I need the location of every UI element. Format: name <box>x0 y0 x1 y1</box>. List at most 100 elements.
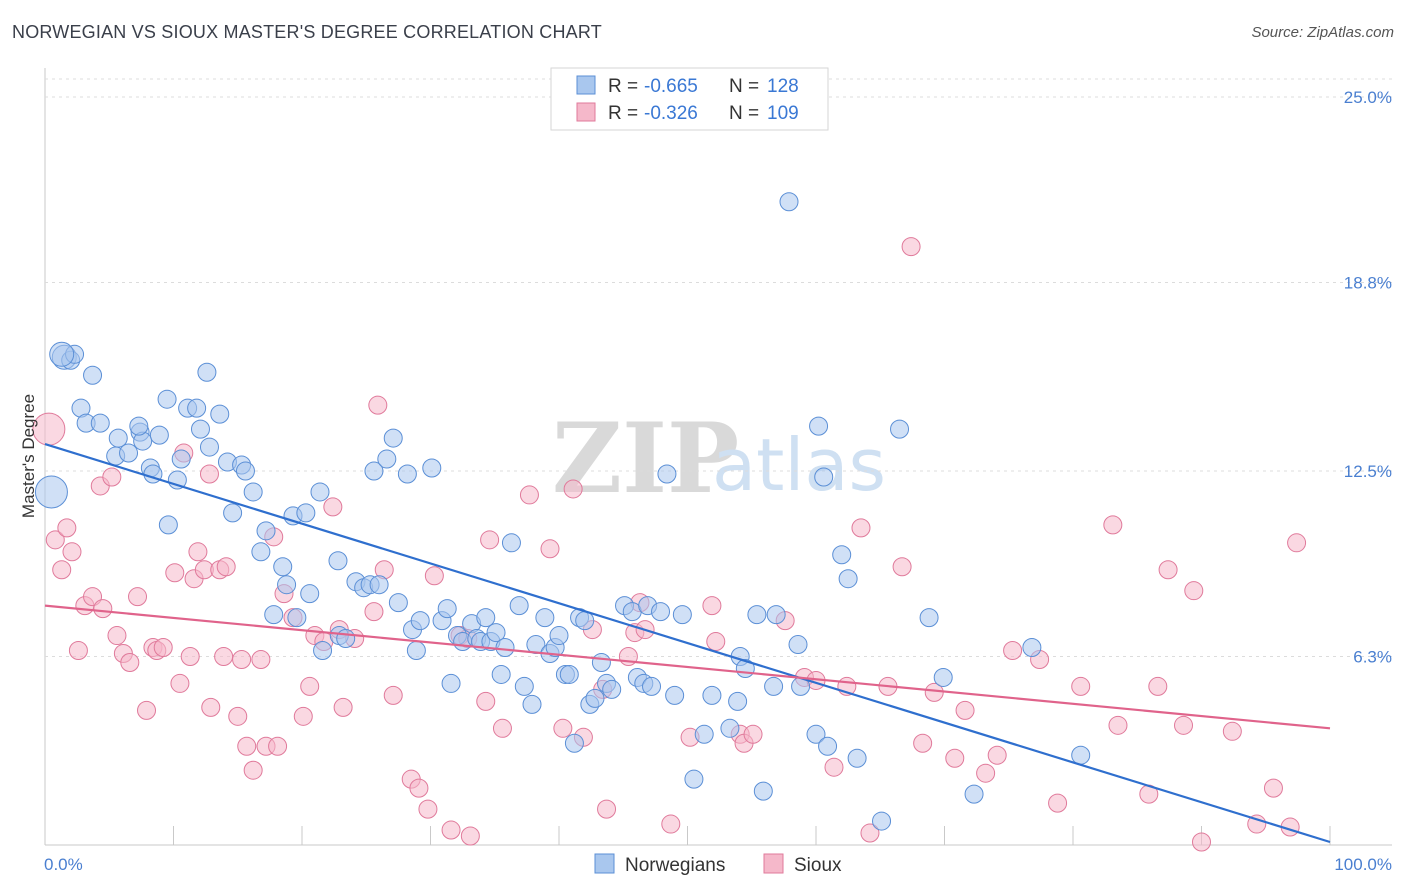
legend-n-label: N = <box>729 76 759 97</box>
legend-n-value: 128 <box>767 76 799 97</box>
sioux-point <box>702 596 722 616</box>
sioux-point <box>1247 814 1267 834</box>
norwegians-point <box>890 419 910 439</box>
legend-label-norwegians: Norwegians <box>625 855 725 876</box>
sioux-point <box>901 237 921 257</box>
norwegians-point <box>406 641 426 661</box>
norwegians-point <box>383 428 403 448</box>
sioux-point <box>137 700 157 720</box>
sioux-point <box>1192 832 1211 852</box>
sioux-point <box>913 733 933 753</box>
y-tick-label: 25.0% <box>1344 88 1392 107</box>
sioux-point <box>706 632 726 652</box>
sioux-point <box>945 748 965 768</box>
sioux-point <box>976 763 996 783</box>
norwegians-point <box>672 605 692 625</box>
sioux-point <box>553 718 573 738</box>
norwegians-point <box>491 664 511 684</box>
norwegians-point <box>235 461 255 481</box>
sioux-point <box>851 518 871 538</box>
x-axis-ticks <box>44 826 1331 845</box>
chart-title: NORWEGIAN VS SIOUX MASTER'S DEGREE CORRE… <box>12 22 602 42</box>
norwegians-point <box>651 602 671 622</box>
norwegians-point <box>847 748 867 768</box>
sioux-point <box>180 647 200 667</box>
sioux-point <box>1184 581 1204 601</box>
legend-r-label: R = <box>608 103 638 124</box>
sioux-point <box>492 718 512 738</box>
sioux-point <box>300 676 320 696</box>
norwegians-point <box>665 685 685 705</box>
sioux-point <box>1108 715 1128 735</box>
sioux-point <box>364 602 384 622</box>
norwegians-point <box>753 781 773 801</box>
norwegians-point <box>157 389 177 409</box>
norwegians-point <box>1022 638 1042 658</box>
norwegians-point <box>83 365 103 385</box>
stats-legend-frame <box>550 67 829 131</box>
sioux-point <box>441 820 461 840</box>
sioux-point <box>418 799 438 819</box>
watermark-atlas: atlas <box>712 423 886 507</box>
norwegians-point <box>702 685 722 705</box>
norwegians-point <box>694 724 714 744</box>
sioux-point <box>107 626 127 646</box>
norwegians-point <box>549 626 569 646</box>
norwegians-point <box>49 341 75 367</box>
norwegians-point <box>437 599 457 619</box>
sioux-point <box>93 599 113 619</box>
sioux-point <box>661 814 681 834</box>
norwegians-point <box>809 416 829 436</box>
norwegians-point <box>476 608 496 628</box>
norwegians-point <box>1071 745 1091 765</box>
sioux-point <box>293 706 313 726</box>
sioux-point <box>201 697 221 717</box>
norwegians-point <box>814 467 834 487</box>
sioux-point <box>824 757 844 777</box>
sioux-point <box>1263 778 1283 798</box>
sioux-point <box>540 539 560 559</box>
sioux-point <box>232 649 252 669</box>
norwegians-point <box>728 691 748 711</box>
sioux-point <box>128 587 148 607</box>
sioux-point <box>383 685 403 705</box>
legend-label-sioux: Sioux <box>794 855 842 876</box>
sioux-point <box>519 485 539 505</box>
sioux-point <box>153 638 173 658</box>
sioux-point <box>120 652 140 672</box>
norwegians-point <box>509 596 529 616</box>
y-tick-label: 6.3% <box>1353 648 1392 667</box>
y-tick-label: 18.8% <box>1344 274 1392 293</box>
sioux-point <box>1222 721 1242 741</box>
norwegians-point <box>313 641 333 661</box>
source-credit: Source: ZipAtlas.com <box>1251 24 1394 41</box>
norwegians-point <box>585 688 605 708</box>
norwegians-point <box>300 584 320 604</box>
legend-swatch-norwegians <box>576 75 596 95</box>
sioux-point <box>424 566 444 586</box>
norwegians-point <box>397 464 417 484</box>
legend-r-label: R = <box>608 76 638 97</box>
norwegians-point <box>251 542 271 562</box>
sioux-point <box>243 760 263 780</box>
sioux-point <box>68 641 88 661</box>
norwegians-point <box>933 667 953 687</box>
sioux-point <box>62 542 82 562</box>
sioux-point <box>892 557 912 577</box>
norwegians-point <box>171 449 191 469</box>
sioux-point <box>743 724 763 744</box>
norwegians-point <box>223 503 243 523</box>
trend-line-sioux <box>44 604 1331 730</box>
sioux-point <box>333 697 353 717</box>
sioux-point <box>987 745 1007 765</box>
norwegians-point <box>642 676 662 696</box>
sioux-point <box>597 799 617 819</box>
norwegians-point <box>838 569 858 589</box>
watermark-zip: ZIP <box>552 402 739 515</box>
norwegians-point <box>657 464 677 484</box>
norwegians-point <box>559 664 579 684</box>
sioux-point <box>460 826 480 846</box>
sioux-point <box>1103 515 1123 535</box>
norwegians-point <box>766 605 786 625</box>
